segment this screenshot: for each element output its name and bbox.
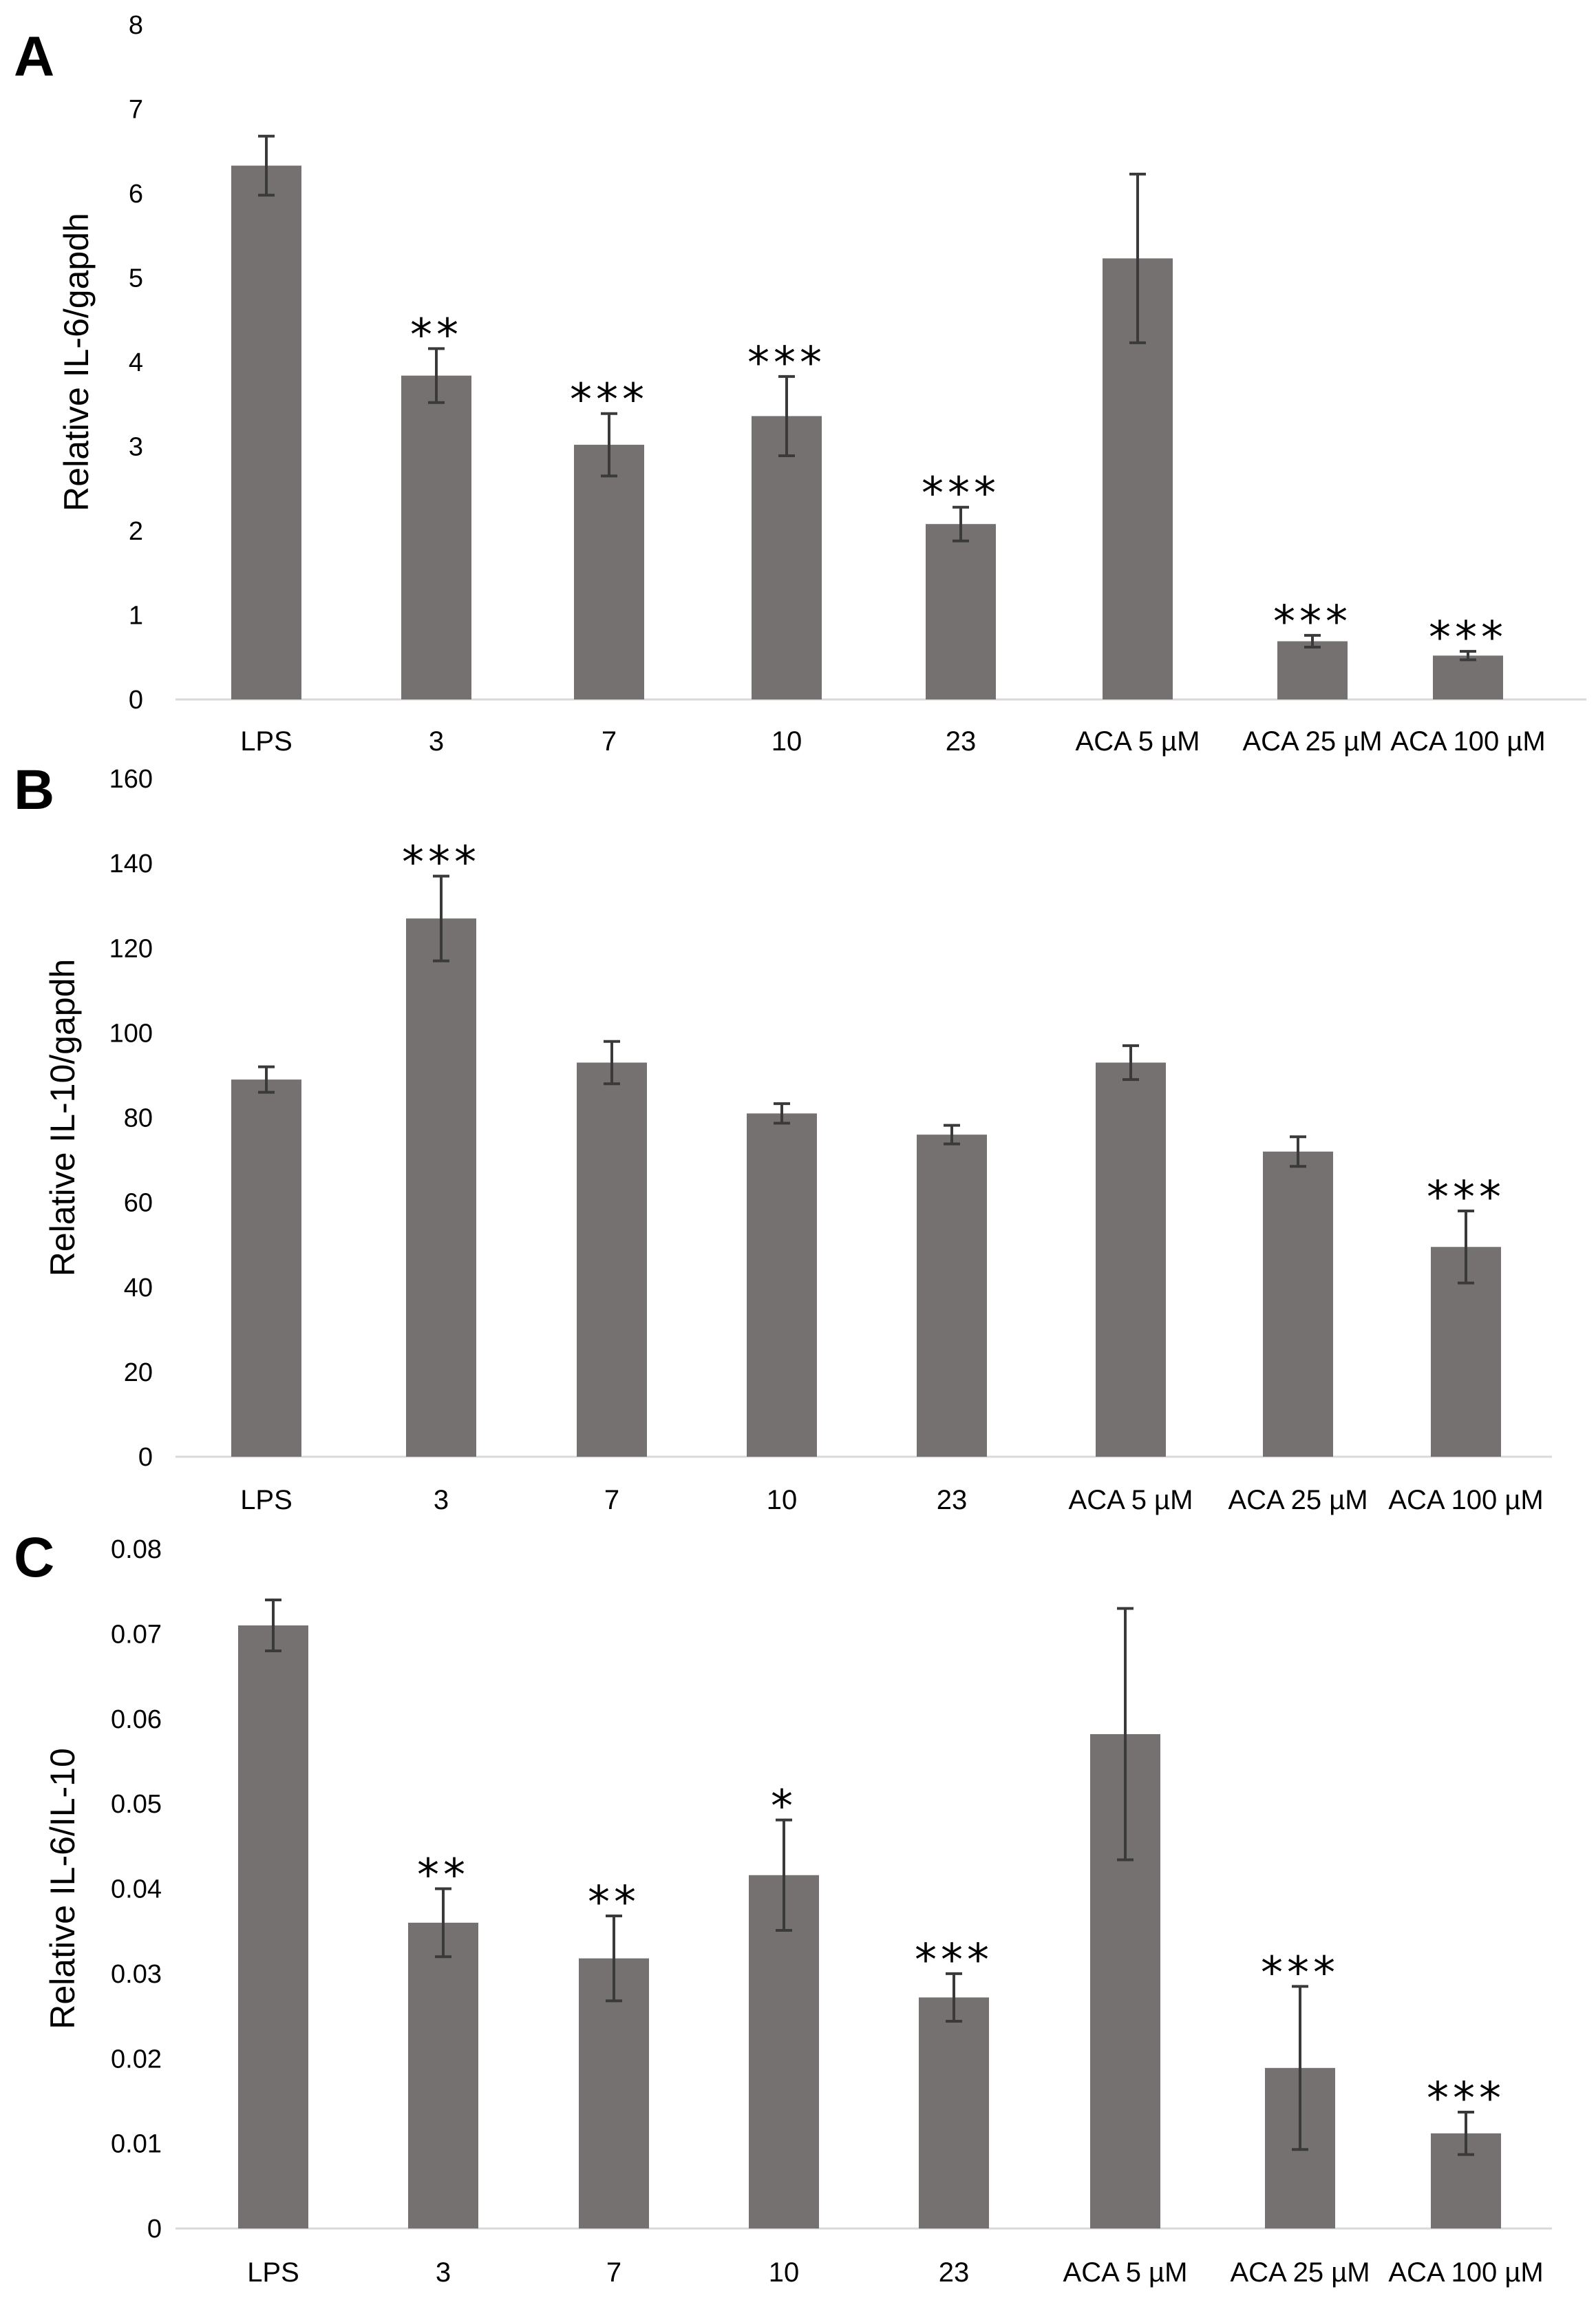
x-category-label: 7 (602, 726, 617, 757)
x-category-label: 10 (767, 1485, 798, 1515)
x-category-label: 23 (937, 1485, 968, 1515)
y-tick-label: 0.08 (111, 1535, 162, 1564)
y-tick-label: 60 (124, 1189, 153, 1218)
bar (747, 1113, 817, 1457)
y-tick-label: 140 (109, 850, 153, 878)
bar (919, 1997, 989, 2228)
x-category-label: 23 (939, 2257, 970, 2288)
x-category-label: 10 (772, 726, 802, 757)
y-axis-title: Relative IL-6/IL-10 (43, 1748, 82, 2030)
bar (408, 1922, 478, 2228)
y-tick-label: 40 (124, 1274, 153, 1303)
bar (752, 416, 822, 699)
bar (401, 375, 471, 699)
x-category-label: ACA 5 µM (1069, 1485, 1193, 1515)
x-category-label: ACA 25 µM (1242, 726, 1382, 757)
x-category-label: 7 (606, 2257, 621, 2288)
y-tick-label: 100 (109, 1019, 153, 1048)
x-category-label: ACA 100 µM (1388, 1485, 1543, 1515)
significance-label: *** (1429, 613, 1507, 664)
significance-label: * (771, 1782, 797, 1833)
panel-letter: B (14, 759, 54, 821)
x-category-label: ACA 25 µM (1228, 1485, 1368, 1515)
y-tick-label: 3 (129, 433, 143, 462)
significance-label: *** (1261, 1948, 1339, 1999)
y-tick-label: 20 (124, 1358, 153, 1387)
bar (577, 1062, 647, 1457)
y-tick-label: 0 (129, 686, 143, 715)
bar (579, 1958, 649, 2228)
bar (1263, 1151, 1333, 1457)
significance-label: *** (402, 838, 480, 889)
x-category-label: 7 (604, 1485, 619, 1515)
x-category-label: 3 (434, 1485, 449, 1515)
y-tick-label: 0.05 (111, 1790, 162, 1819)
significance-label: *** (570, 375, 648, 426)
x-category-label: ACA 100 µM (1388, 2257, 1543, 2288)
y-tick-label: 0.04 (111, 1875, 162, 1904)
y-axis-title: Relative IL-10/gapdh (43, 959, 82, 1276)
y-tick-label: 0 (147, 2215, 162, 2244)
x-category-label: 3 (429, 726, 444, 757)
y-tick-label: 0.03 (111, 1960, 162, 1989)
significance-label: *** (747, 338, 826, 389)
bar (231, 165, 301, 699)
bar (1433, 655, 1503, 699)
significance-label: ** (588, 1877, 640, 1928)
significance-label: *** (1427, 1172, 1505, 1223)
y-tick-label: 1 (129, 602, 143, 631)
y-tick-label: 0.06 (111, 1705, 162, 1734)
significance-label: *** (1427, 2074, 1505, 2125)
x-category-label: 3 (436, 2257, 451, 2288)
bar (749, 1875, 819, 2228)
x-category-label: 23 (946, 726, 977, 757)
chart-panel-b: B Relative IL-10/gapdh 0 20 40 60 80 100 120 140 1… (14, 759, 1552, 1515)
significance-label: ** (410, 310, 462, 361)
bar (917, 1135, 987, 1457)
y-tick-label: 2 (129, 517, 143, 546)
x-category-label: 10 (769, 2257, 800, 2288)
y-tick-label: 120 (109, 934, 153, 963)
bar (1277, 641, 1348, 699)
x-category-label: ACA 100 µM (1390, 726, 1545, 757)
y-tick-label: 80 (124, 1104, 153, 1133)
significance-label: ** (417, 1851, 469, 1901)
y-tick-label: 160 (109, 765, 153, 794)
x-category-label: LPS (247, 2257, 299, 2288)
y-axis-title: Relative IL-6/gapdh (57, 213, 96, 512)
x-category-label: ACA 5 µM (1076, 726, 1200, 757)
x-category-label: ACA 25 µM (1230, 2257, 1370, 2288)
bar (1096, 1062, 1166, 1457)
y-tick-label: 6 (129, 180, 143, 209)
significance-label: *** (915, 1935, 993, 1986)
y-tick-label: 8 (129, 11, 143, 40)
panel-letter: A (14, 25, 54, 88)
significance-label: *** (1273, 597, 1352, 648)
bar (926, 524, 996, 699)
x-category-label: LPS (240, 726, 292, 757)
y-tick-label: 0.01 (111, 2130, 162, 2159)
y-tick-label: 5 (129, 264, 143, 293)
y-tick-label: 0 (138, 1443, 153, 1472)
bar (406, 918, 476, 1457)
x-category-label: LPS (240, 1485, 292, 1515)
bar (574, 445, 644, 699)
y-tick-label: 4 (129, 348, 143, 377)
bar (231, 1079, 301, 1457)
y-tick-label: 7 (129, 96, 143, 125)
y-tick-label: 0.02 (111, 2045, 162, 2074)
chart-panel-c: C Relative IL-6/IL-10 0 0.01 0.02 0.03 0.04 0.0… (14, 1526, 1552, 2288)
y-tick-label: 0.07 (111, 1620, 162, 1649)
panel-letter: C (14, 1526, 54, 1589)
bar (238, 1625, 308, 2228)
x-category-label: ACA 5 µM (1063, 2257, 1188, 2288)
significance-label: *** (922, 469, 1000, 520)
